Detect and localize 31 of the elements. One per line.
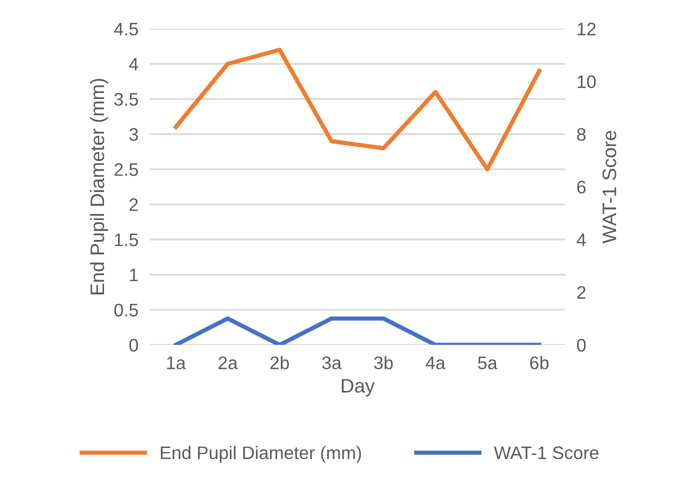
x-tick-label: 5a [478,356,498,370]
y-tick-label: 2.5 [114,163,138,176]
legend-label: End Pupil Diameter (mm) [160,446,361,463]
y2-axis-title: WAT-1 Score [602,130,616,244]
y-tick-label: 3 [129,128,138,141]
x-tick-label: 2b [270,356,289,370]
y-tick-label: 3.5 [114,92,138,106]
y2-tick-label: 12 [578,22,596,36]
x-axis-title: Day [342,379,375,397]
y-tick-label: 4.5 [114,22,138,36]
x-tick-label: 1a [167,356,186,370]
y2-tick-label: 6 [577,180,586,194]
y-tick-label: 0.5 [114,304,138,316]
x-tick-label: 6b [530,356,549,370]
y-tick-label: 0 [129,338,138,352]
y2-tick-label: 8 [577,128,586,141]
legend-label: WAT-1 Score [494,446,598,460]
x-tick-label: 3a [322,356,342,370]
y2-tick-label: 0 [577,338,586,352]
y-axis-title: End Pupil Diameter (mm) [90,78,108,294]
line-series [174,48,542,172]
y-tick-label: 1 [130,268,138,282]
x-tick-label: 3b [374,356,393,370]
y-tick-label: 4 [129,58,138,70]
y2-tick-label: 2 [577,286,586,299]
x-tick-label: 2a [218,356,238,370]
x-tick-label: 4a [426,356,446,370]
y2-tick-label: 10 [578,75,596,88]
y-tick-label: 1.5 [114,234,138,246]
y2-tick-label: 4 [576,234,586,246]
y-tick-label: 2 [130,198,138,211]
